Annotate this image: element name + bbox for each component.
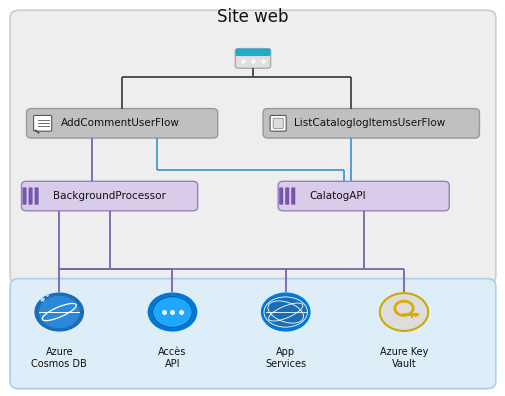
FancyBboxPatch shape bbox=[34, 187, 38, 205]
Circle shape bbox=[148, 293, 196, 331]
Text: CalatogAPI: CalatogAPI bbox=[309, 191, 365, 201]
Circle shape bbox=[39, 297, 79, 327]
FancyBboxPatch shape bbox=[285, 187, 289, 205]
FancyBboxPatch shape bbox=[270, 115, 286, 131]
Text: ListCataloglogItemsUserFlow: ListCataloglogItemsUserFlow bbox=[294, 118, 444, 128]
FancyBboxPatch shape bbox=[28, 187, 32, 205]
FancyBboxPatch shape bbox=[10, 10, 495, 284]
Text: Azure
Cosmos DB: Azure Cosmos DB bbox=[31, 347, 87, 369]
Text: Accès
API: Accès API bbox=[158, 347, 186, 369]
Circle shape bbox=[379, 293, 427, 331]
FancyBboxPatch shape bbox=[291, 187, 295, 205]
FancyBboxPatch shape bbox=[26, 109, 217, 138]
Text: AddCommentUserFlow: AddCommentUserFlow bbox=[61, 118, 179, 128]
Circle shape bbox=[261, 293, 309, 331]
Text: App
Services: App Services bbox=[265, 347, 306, 369]
FancyBboxPatch shape bbox=[278, 181, 448, 211]
FancyBboxPatch shape bbox=[10, 279, 495, 389]
FancyBboxPatch shape bbox=[22, 181, 197, 211]
Circle shape bbox=[265, 297, 305, 327]
FancyBboxPatch shape bbox=[273, 118, 283, 128]
FancyBboxPatch shape bbox=[263, 109, 479, 138]
Text: BackgroundProcessor: BackgroundProcessor bbox=[53, 191, 165, 201]
FancyBboxPatch shape bbox=[235, 49, 270, 56]
Circle shape bbox=[35, 293, 83, 331]
FancyBboxPatch shape bbox=[33, 115, 52, 131]
FancyBboxPatch shape bbox=[279, 187, 283, 205]
FancyBboxPatch shape bbox=[23, 187, 26, 205]
Text: Azure Key
Vault: Azure Key Vault bbox=[379, 347, 427, 369]
Text: Site web: Site web bbox=[217, 8, 288, 26]
FancyBboxPatch shape bbox=[235, 49, 270, 68]
Circle shape bbox=[153, 297, 192, 327]
